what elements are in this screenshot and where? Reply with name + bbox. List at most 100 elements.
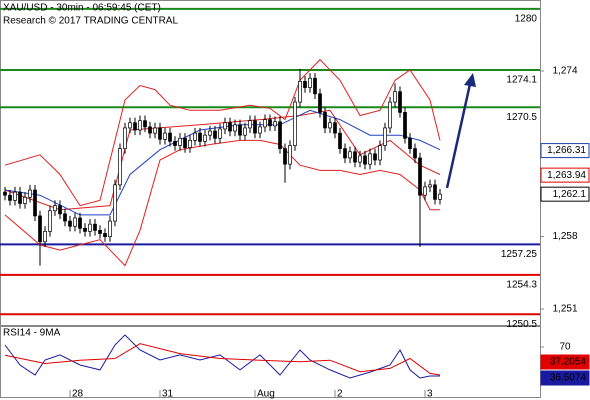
candle-body [213, 130, 217, 139]
price-panel [0, 0, 541, 326]
candle-body [228, 122, 232, 132]
candle-body [13, 191, 17, 201]
x-tick-label: Aug [257, 389, 275, 400]
level-label: 1250.5 [506, 319, 537, 330]
candle-body [163, 132, 167, 140]
candle-body [208, 130, 212, 136]
candle-body [43, 231, 47, 243]
y-tick-label: 70 [559, 342, 571, 353]
price-box [540, 167, 590, 183]
candle-body [68, 220, 72, 227]
candle-body [343, 148, 347, 159]
rsi-title: RSI14 - 9MA [3, 328, 61, 339]
candle-body [63, 213, 67, 222]
candle-body [398, 91, 402, 113]
candle-body [238, 124, 242, 136]
candle-body [148, 126, 152, 134]
candle-body [28, 189, 32, 198]
candle-body [293, 101, 297, 146]
candle-body [318, 93, 322, 113]
candle-body [268, 119, 272, 127]
candle-body [88, 223, 92, 232]
rsi-box-label: 37.2054 [550, 357, 587, 368]
candle-body [348, 151, 352, 159]
candle-body [368, 153, 372, 165]
candle-body [403, 112, 407, 139]
rsi-line [4, 334, 440, 379]
indicator-line [4, 58, 441, 207]
candle-body [253, 120, 257, 134]
level-label: 1257.25 [501, 249, 538, 260]
candle-body [23, 196, 27, 204]
candle-body [183, 137, 187, 148]
candle-body [328, 122, 332, 129]
candle-body [178, 137, 182, 146]
candle-body [353, 151, 357, 163]
candle-body [438, 193, 442, 200]
rsi-box [540, 370, 590, 386]
rsi-box-label: 36.5074 [550, 373, 587, 384]
candle-body [243, 127, 247, 136]
forecast-arrow-head [464, 73, 476, 87]
candle-body [428, 184, 432, 188]
candle-body [113, 184, 117, 222]
candle-body [323, 112, 327, 129]
candle-body [288, 145, 292, 165]
price-box [540, 186, 590, 202]
candle-body [358, 155, 362, 163]
candle-body [388, 101, 392, 129]
candle-body [203, 134, 207, 142]
x-tick-label: 2 [337, 389, 343, 400]
candle-body [248, 120, 252, 129]
y-tick-label: 1,258 [552, 231, 577, 242]
x-tick-label: 28 [72, 389, 84, 400]
candle-body [143, 120, 147, 128]
candle-body [123, 127, 127, 149]
candle-body [8, 194, 12, 201]
candle-body [263, 119, 267, 128]
candle-body [308, 77, 312, 88]
candle-body [38, 215, 42, 243]
candle-body [168, 132, 172, 142]
candle-body [173, 141, 177, 146]
candle-body [108, 220, 112, 237]
candle-body [48, 210, 52, 232]
candle-body [138, 120, 142, 131]
candle-body [273, 121, 277, 127]
plot: 1280 1274.1 1270.5 1257.25 1254.3 1250.5 1,274… [0, 7, 590, 400]
price-box-label: 1,262.1 [553, 189, 587, 200]
candle-body [158, 127, 162, 140]
candle-body [83, 227, 87, 232]
candle-body [153, 127, 157, 134]
candle-body [193, 132, 197, 141]
candle-body [53, 205, 57, 212]
price-box [540, 143, 590, 159]
candle-body [223, 122, 227, 130]
candle-body [18, 191, 22, 204]
price-box-label: 1,263.94 [547, 170, 586, 181]
price-box-label: 1,266.31 [547, 145, 586, 156]
forecast-arrow [445, 83, 472, 189]
candle-body [98, 230, 102, 234]
level-label: 1280 [515, 14, 538, 25]
candle-body [133, 122, 137, 131]
y-tick-label: 1,251 [552, 304, 577, 315]
candle-body [313, 77, 317, 95]
candle-body [413, 148, 417, 159]
candle-body [233, 124, 237, 132]
chart-subtitle: Research © 2017 TRADING CENTRAL [3, 16, 178, 27]
candle-body [118, 148, 122, 186]
candle-body [198, 132, 202, 142]
candle-body [278, 121, 282, 149]
candle-body [363, 155, 367, 165]
candle-body [408, 137, 412, 149]
candle-body [393, 91, 397, 103]
candle-body [378, 145, 382, 161]
candle-body [58, 205, 62, 215]
candle-body [298, 81, 302, 103]
candle-body [433, 184, 437, 200]
candle-body [303, 81, 307, 88]
x-tick-label: 3 [427, 389, 433, 400]
